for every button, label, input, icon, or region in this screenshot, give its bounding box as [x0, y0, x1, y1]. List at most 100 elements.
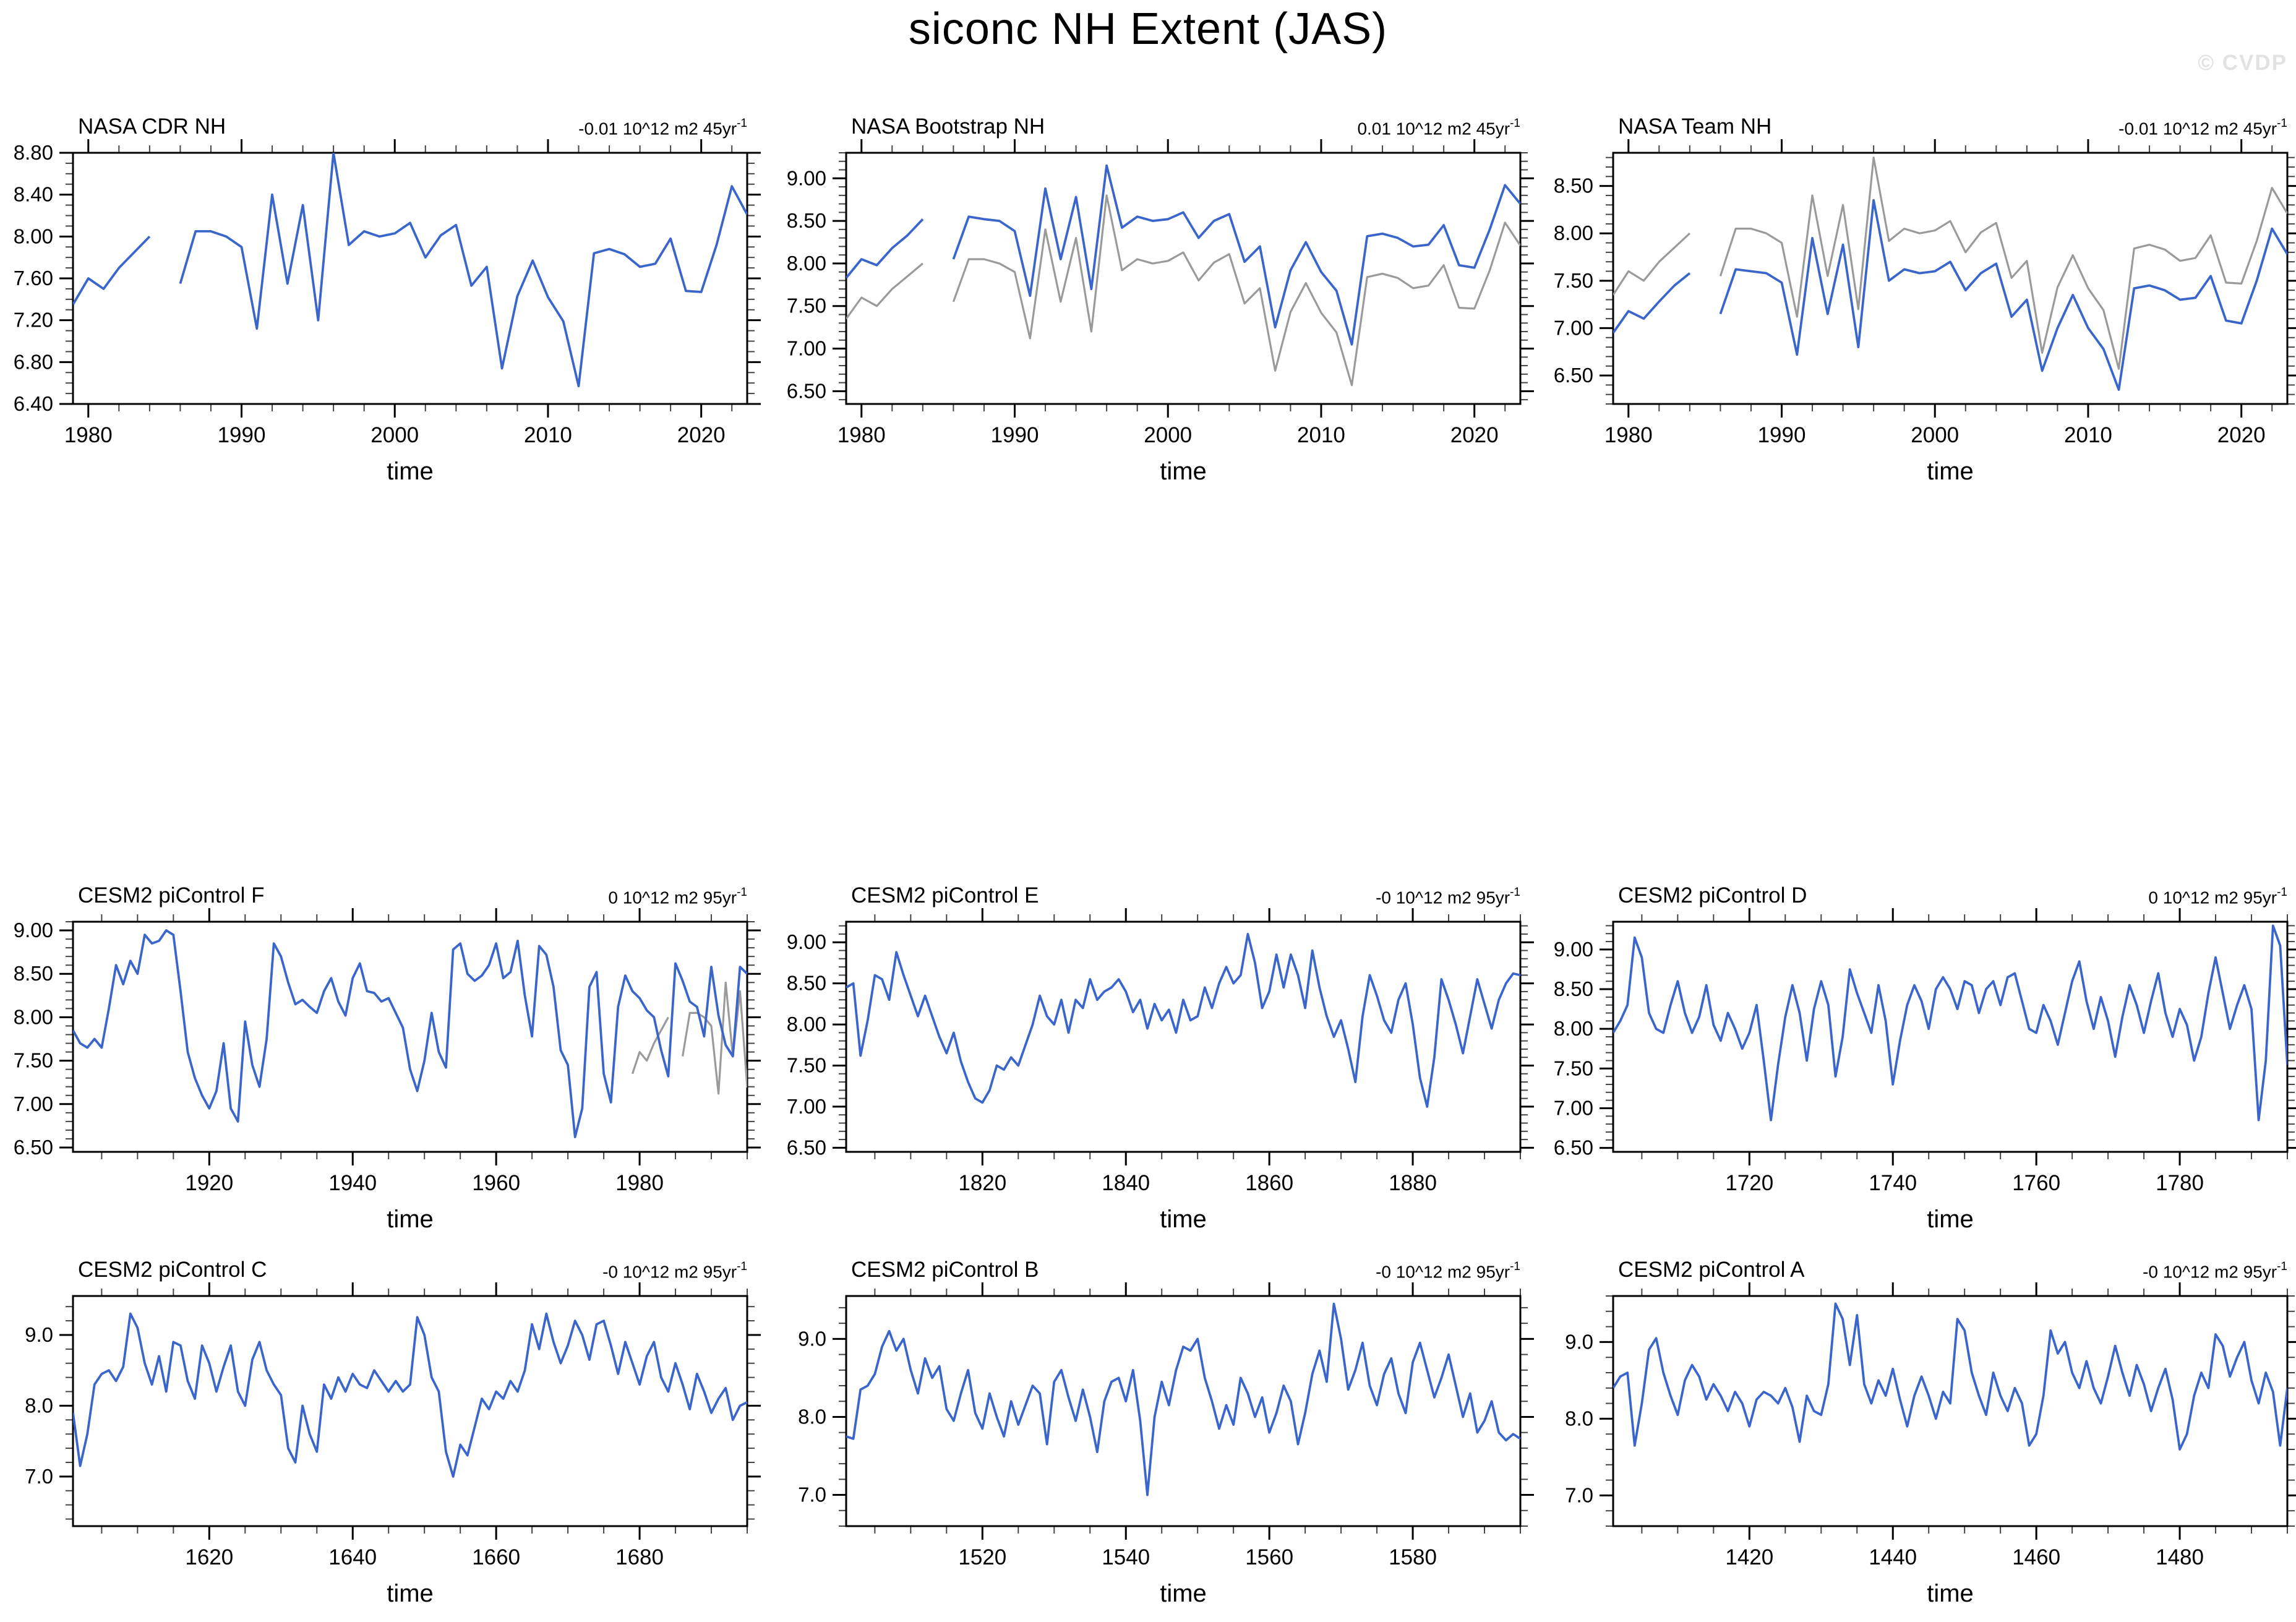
y-tick-label: 6.40 [14, 392, 53, 415]
plot-frame [72, 152, 748, 405]
trend-value: 0 10^12 m2 95yr [2148, 888, 2277, 908]
series-group [846, 164, 1520, 387]
y-tick-label: 8.50 [1554, 977, 1593, 1000]
series-group [73, 929, 747, 1138]
panel-title: CESM2 piControl E [851, 883, 1039, 908]
x-tick-label: 1940 [328, 1171, 377, 1195]
y-tick-label: 7.50 [1554, 269, 1593, 292]
x-tick-label: 1640 [328, 1545, 377, 1569]
y-tick-label: 8.80 [14, 141, 53, 164]
x-tick-label: 2020 [2217, 423, 2266, 447]
trend-annotation: -0.01 10^12 m2 45yr-1 [1613, 117, 2287, 139]
x-tick-label: 1990 [1758, 423, 1806, 447]
x-tick-label: 1990 [991, 423, 1039, 447]
x-tick-label: 1820 [958, 1171, 1006, 1195]
line-chart-cesm2-picontrol-f: 1920 1940 1960 1980 6.50 7.00 7.50 8.00 8.50 9.00… [14, 908, 761, 1233]
trend-value: -0.01 10^12 m2 45yr [2118, 119, 2277, 139]
panel-title: CESM2 piControl A [1618, 1258, 1805, 1282]
y-tick-label: 6.50 [787, 379, 826, 402]
trend-annotation: 0 10^12 m2 95yr-1 [1613, 886, 2287, 908]
trend-annotation: 0.01 10^12 m2 45yr-1 [846, 117, 1520, 139]
y-tick-label: 8.50 [1554, 174, 1593, 197]
y-tick-label: 8.00 [1554, 1017, 1593, 1040]
series-group [73, 153, 747, 388]
x-tick-label: 1520 [958, 1545, 1006, 1569]
plot-frame [1612, 1295, 2289, 1527]
trend-exponent: -1 [2277, 1260, 2287, 1273]
x-tick-label: 1540 [1102, 1545, 1150, 1569]
x-tick-label: 1440 [1869, 1545, 1917, 1569]
panel-title: NASA Bootstrap NH [851, 114, 1045, 139]
y-tick-label: 7.00 [1554, 1096, 1593, 1119]
axes: 1980 1990 2000 2010 2020 6.50 7.00 7.50 8.00 8.50… [787, 139, 1534, 447]
y-tick-label: 8.00 [14, 225, 53, 247]
trend-value: 0 10^12 m2 95yr [608, 888, 737, 908]
y-tick-label: 8.0 [25, 1394, 53, 1417]
y-tick-label: 8.00 [787, 1013, 826, 1036]
x-tick-label: 2000 [1144, 423, 1192, 447]
line-chart-nasa-team-nh: 1980 1990 2000 2010 2020 6.50 7.00 7.50 8.00 8.50… [1554, 139, 2296, 485]
trend-annotation: -0 10^12 m2 95yr-1 [73, 1260, 747, 1282]
panel-title: CESM2 piControl D [1618, 883, 1807, 908]
plot-frame [845, 152, 1522, 405]
axes: 1620 1640 1660 1680 7.0 8.0 9.0 [25, 1282, 761, 1569]
x-axis-label: time [387, 458, 434, 485]
line-chart-cesm2-picontrol-d: 1720 1740 1760 1780 6.50 7.00 7.50 8.00 8.50 9.00… [1554, 908, 2296, 1233]
x-tick-label: 2010 [2064, 423, 2112, 447]
x-tick-label: 2020 [677, 423, 726, 447]
axes: 1920 1940 1960 1980 6.50 7.00 7.50 8.00 8.50 9.00 [14, 908, 761, 1195]
trend-annotation: -0 10^12 m2 95yr-1 [846, 886, 1520, 908]
panel-title: NASA CDR NH [78, 114, 226, 139]
x-tick-label: 1780 [2156, 1171, 2204, 1195]
y-tick-label: 8.40 [14, 183, 53, 206]
y-tick-label: 9.0 [1565, 1330, 1593, 1353]
trend-exponent: -1 [1510, 1260, 1520, 1273]
series-group [846, 1302, 1520, 1496]
x-tick-label: 1660 [472, 1545, 520, 1569]
x-axis-label: time [387, 1206, 434, 1233]
trend-value: -0 10^12 m2 95yr [1376, 888, 1510, 908]
y-tick-label: 6.50 [1554, 1136, 1593, 1159]
x-tick-label: 1980 [64, 423, 113, 447]
y-tick-label: 8.0 [1565, 1407, 1593, 1430]
series-group [1613, 924, 2287, 1122]
y-tick-label: 6.50 [787, 1136, 826, 1159]
reference-obs-line [1613, 157, 2287, 370]
y-tick-label: 7.50 [14, 1049, 53, 1072]
y-tick-label: 8.0 [798, 1405, 826, 1428]
x-tick-label: 1740 [1869, 1171, 1917, 1195]
primary-series-line [73, 153, 747, 388]
primary-series-line [73, 1312, 747, 1478]
y-tick-label: 7.00 [1554, 316, 1593, 339]
x-axis-label: time [1927, 1206, 1974, 1233]
x-axis-label: time [1160, 1206, 1207, 1233]
primary-series-line [73, 929, 747, 1138]
x-tick-label: 1580 [1389, 1545, 1437, 1569]
line-chart-nasa-cdr-nh: 1980 1990 2000 2010 2020 6.40 6.80 7.20 7.60 8.00… [14, 139, 761, 485]
trend-annotation: -0.01 10^12 m2 45yr-1 [73, 117, 747, 139]
y-tick-label: 8.50 [787, 209, 826, 232]
plot-frame [72, 920, 748, 1153]
series-group [846, 933, 1520, 1108]
y-tick-label: 9.00 [787, 930, 826, 953]
x-axis-label: time [1160, 458, 1207, 485]
x-tick-label: 1980 [1604, 423, 1653, 447]
x-tick-label: 1460 [2012, 1545, 2060, 1569]
x-tick-label: 1760 [2012, 1171, 2060, 1195]
x-tick-label: 1880 [1389, 1171, 1437, 1195]
trend-exponent: -1 [2277, 117, 2287, 130]
x-tick-label: 1720 [1725, 1171, 1773, 1195]
y-tick-label: 7.00 [787, 1095, 826, 1118]
axes: 1980 1990 2000 2010 2020 6.40 6.80 7.20 7.60 8.00… [14, 139, 761, 447]
x-tick-label: 1560 [1245, 1545, 1293, 1569]
trend-value: 0.01 10^12 m2 45yr [1357, 119, 1510, 139]
x-axis-label: time [387, 1580, 434, 1607]
x-tick-label: 1420 [1725, 1545, 1773, 1569]
trend-value: -0 10^12 m2 95yr [1376, 1262, 1510, 1282]
x-tick-label: 2000 [1911, 423, 1959, 447]
series-group [1613, 157, 2287, 391]
y-tick-label: 8.50 [787, 972, 826, 995]
x-tick-label: 1840 [1102, 1171, 1150, 1195]
y-tick-label: 8.50 [14, 962, 53, 985]
axes: 1420 1440 1460 1480 7.0 8.0 9.0 [1565, 1282, 2296, 1569]
